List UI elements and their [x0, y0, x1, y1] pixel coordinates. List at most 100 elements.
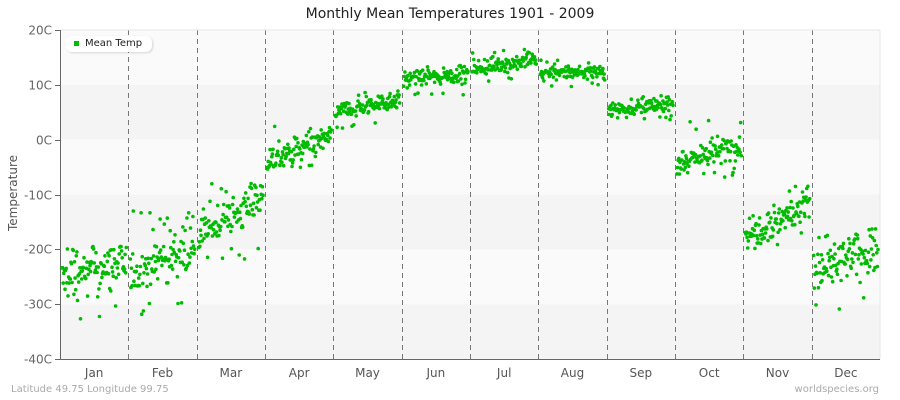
- data-point: [656, 105, 660, 110]
- data-point: [833, 252, 837, 256]
- data-point: [147, 301, 152, 306]
- data-point: [624, 115, 629, 120]
- data-point: [256, 246, 261, 251]
- data-point: [706, 118, 711, 123]
- data-point: [751, 214, 755, 218]
- location-caption: Latitude 49.75 Longitude 99.75: [11, 384, 169, 395]
- data-point: [737, 147, 741, 151]
- data-point: [845, 257, 850, 262]
- data-point: [94, 250, 98, 255]
- data-point: [853, 237, 857, 241]
- data-point: [247, 212, 252, 216]
- data-point: [705, 156, 709, 160]
- data-point: [67, 281, 71, 285]
- data-point: [413, 92, 417, 97]
- data-point: [205, 255, 210, 260]
- data-point: [858, 280, 862, 285]
- data-point: [594, 71, 599, 76]
- data-point: [168, 228, 172, 233]
- data-point: [613, 103, 617, 107]
- data-point: [583, 74, 587, 78]
- data-point: [706, 162, 710, 167]
- data-point: [105, 259, 110, 264]
- data-point: [224, 215, 229, 220]
- data-point: [237, 253, 241, 257]
- data-point: [353, 109, 358, 113]
- data-point: [569, 84, 574, 89]
- data-point: [184, 266, 189, 271]
- y-tick-label: 20C: [28, 24, 52, 38]
- data-point: [295, 136, 299, 141]
- x-tick-label: Jun: [425, 366, 445, 380]
- data-point: [769, 216, 773, 220]
- data-point: [221, 202, 226, 207]
- data-point: [813, 264, 818, 268]
- data-point: [358, 102, 362, 106]
- data-point: [713, 147, 718, 152]
- data-point: [595, 75, 599, 79]
- data-point: [555, 58, 560, 63]
- data-point: [244, 204, 249, 209]
- data-point: [167, 257, 171, 262]
- data-point: [392, 94, 397, 99]
- data-point: [708, 156, 712, 160]
- data-point: [461, 93, 466, 97]
- data-point: [362, 108, 367, 112]
- data-point: [826, 251, 830, 256]
- data-point: [279, 156, 284, 160]
- data-point: [269, 162, 274, 167]
- data-point: [642, 116, 647, 121]
- data-point: [299, 157, 304, 162]
- data-point: [311, 147, 316, 151]
- data-point: [204, 221, 209, 225]
- data-point: [851, 260, 855, 265]
- data-point: [850, 257, 854, 261]
- data-point: [403, 70, 407, 74]
- data-point: [329, 128, 334, 132]
- data-point: [527, 50, 531, 55]
- legend[interactable]: Mean Temp: [66, 36, 153, 52]
- data-point: [667, 108, 671, 113]
- data-point: [326, 139, 331, 144]
- data-point: [719, 161, 723, 166]
- data-point: [98, 281, 102, 286]
- data-point: [135, 264, 139, 269]
- data-point: [182, 263, 186, 267]
- data-point: [700, 158, 704, 162]
- data-point: [873, 227, 878, 231]
- data-point: [85, 294, 90, 298]
- data-point: [787, 189, 792, 193]
- data-point: [827, 258, 831, 263]
- data-point: [250, 207, 255, 212]
- data-point: [759, 241, 763, 246]
- data-point: [232, 215, 237, 219]
- data-point: [401, 84, 406, 88]
- data-point: [287, 146, 291, 150]
- data-point: [754, 221, 758, 226]
- data-point: [545, 60, 549, 64]
- data-point: [172, 240, 176, 244]
- data-point: [826, 273, 831, 278]
- data-point: [61, 281, 65, 285]
- data-point: [322, 131, 327, 136]
- data-point: [296, 141, 300, 145]
- data-point: [171, 247, 175, 252]
- data-point: [484, 72, 489, 76]
- data-point: [658, 115, 662, 119]
- data-point: [509, 77, 514, 81]
- x-tick-label: Jan: [84, 366, 104, 380]
- data-point: [722, 175, 727, 179]
- data-point: [166, 281, 170, 285]
- data-point: [863, 248, 868, 253]
- data-point: [424, 82, 429, 86]
- data-point: [772, 210, 777, 215]
- data-point: [745, 235, 749, 240]
- data-point: [495, 63, 499, 67]
- data-point: [152, 270, 156, 274]
- data-point: [554, 78, 559, 82]
- data-point: [260, 184, 265, 189]
- data-point: [577, 64, 582, 69]
- data-point: [837, 307, 842, 311]
- data-point: [243, 191, 248, 195]
- data-point: [832, 242, 837, 246]
